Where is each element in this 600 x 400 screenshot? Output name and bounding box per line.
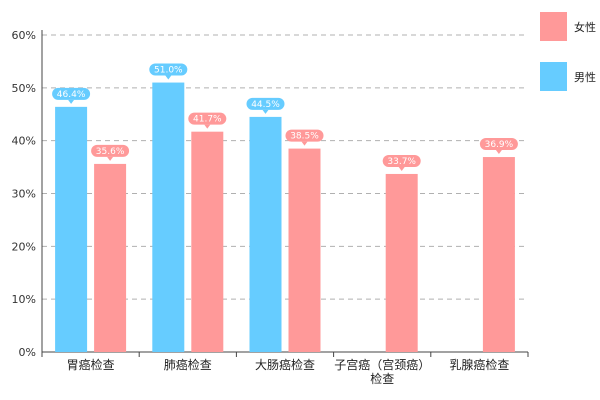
x-category-label: 肺癌检查: [164, 357, 212, 372]
data-label-bubble: [285, 129, 324, 142]
bar: [94, 163, 127, 352]
data-label-bubble: [246, 97, 285, 110]
data-label: 41.7%: [193, 115, 222, 125]
legend-swatch: [540, 12, 567, 41]
data-label: 46.4%: [57, 90, 86, 100]
data-label: 36.9%: [485, 140, 514, 150]
data-label-bubble: [52, 87, 91, 100]
data-label-pointer: [165, 75, 172, 80]
y-tick-label: 40%: [12, 135, 36, 148]
data-label-bubble: [479, 138, 518, 151]
y-tick-label: 20%: [12, 240, 36, 253]
data-labels: 46.4% 35.6% 51.0% 41.7% 44.5% 38.5% 33.7% 36.9%: [52, 63, 518, 171]
bar: [288, 148, 321, 352]
x-category-label: 大肠癌检查: [255, 357, 315, 372]
y-tick-label: 60%: [12, 29, 36, 42]
data-label-pointer: [262, 109, 269, 114]
x-category-label: 检查: [370, 371, 394, 386]
y-tick-label: 30%: [12, 188, 36, 201]
x-category-label: 胃癌检查: [67, 357, 115, 372]
y-tick-label: 50%: [12, 82, 36, 95]
data-label-bubble: [91, 144, 130, 157]
bars: [55, 82, 515, 353]
data-label: 35.6%: [96, 147, 125, 157]
data-label-pointer: [495, 150, 502, 155]
data-label-bubble: [188, 112, 227, 125]
y-tick-label: 0%: [19, 346, 36, 359]
data-label: 33.7%: [387, 157, 416, 167]
data-label-pointer: [204, 124, 211, 129]
legend-swatch: [540, 62, 567, 91]
bar: [482, 157, 515, 352]
x-axis-category-labels: 胃癌检查 肺癌检查 大肠癌检查 子宫癌（宫颈癌）检查 乳腺癌检查: [67, 357, 510, 386]
data-label: 44.5%: [251, 100, 280, 110]
data-label-bubble: [382, 154, 421, 167]
legend-label: 女性: [574, 20, 596, 34]
data-label: 38.5%: [290, 132, 319, 142]
data-label-pointer: [68, 99, 75, 104]
y-tick-label: 10%: [12, 293, 36, 306]
bar: [249, 116, 282, 353]
x-category-label: 子宫癌（宫颈癌）: [334, 357, 430, 372]
bar: [55, 106, 88, 352]
bar: [385, 173, 418, 352]
y-axis-tick-labels: 0% 10% 20% 30% 40% 50% 60%: [12, 29, 36, 359]
legend-label: 男性: [574, 70, 596, 84]
x-category-label: 乳腺癌检查: [449, 357, 509, 372]
bar: [152, 82, 185, 353]
data-label: 51.0%: [154, 66, 183, 76]
bar: [191, 131, 224, 352]
data-label-bubble: [149, 63, 188, 76]
data-label-pointer: [398, 166, 405, 171]
data-label-pointer: [107, 156, 114, 161]
data-label-pointer: [301, 141, 308, 146]
